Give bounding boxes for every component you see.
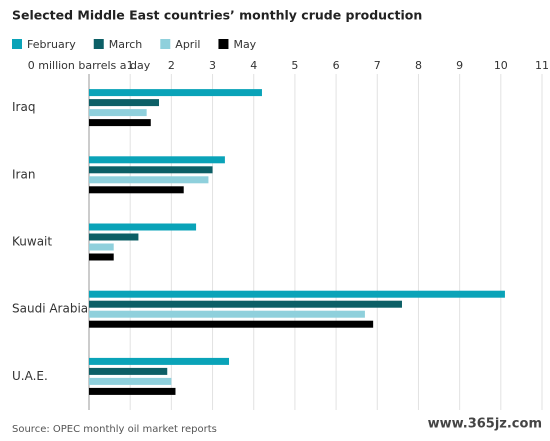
bar [89, 290, 505, 298]
bar [89, 109, 147, 117]
bar [89, 367, 168, 375]
bar [89, 377, 172, 385]
bar [89, 387, 176, 395]
x-tick-label: 10 [494, 59, 508, 72]
bar [89, 310, 365, 318]
bar [89, 99, 160, 107]
category-label: Iran [12, 167, 35, 181]
x-tick-label: 4 [250, 59, 257, 72]
bar [89, 300, 402, 308]
bar [89, 320, 374, 328]
legend-label: March [109, 38, 143, 51]
legend-label: February [27, 38, 76, 51]
category-label: Saudi Arabia [12, 302, 88, 316]
category-label: Iraq [12, 100, 35, 114]
x-tick-label: 1 [127, 59, 134, 72]
x-tick-label: 11 [535, 59, 549, 72]
x-tick-label: 8 [415, 59, 422, 72]
bar [89, 253, 114, 261]
x-tick-label: 9 [456, 59, 463, 72]
watermark: www.365jz.com [428, 417, 542, 432]
bar [89, 186, 184, 194]
bar [89, 89, 262, 97]
category-label: Kuwait [12, 235, 52, 249]
bar [89, 156, 225, 164]
legend-swatch [160, 39, 171, 49]
bar [89, 357, 230, 365]
bar [89, 166, 213, 174]
category-label: U.A.E. [12, 369, 48, 383]
chart-title: Selected Middle East countries’ monthly … [12, 8, 422, 23]
x-tick-label: 6 [333, 59, 340, 72]
legend-swatch [93, 39, 104, 49]
x-tick-label: 2 [168, 59, 175, 72]
bar [89, 233, 139, 241]
legend-label: May [233, 38, 256, 51]
legend-label: April [175, 38, 200, 51]
x-tick-label: 0 million barrels a day [28, 59, 151, 72]
x-tick-label: 5 [291, 59, 298, 72]
legend-swatch [12, 39, 22, 49]
bar [89, 243, 114, 251]
bar [89, 176, 209, 184]
x-tick-label: 7 [374, 59, 381, 72]
bar [89, 119, 151, 127]
legend-swatch [218, 39, 229, 49]
bar [89, 223, 197, 231]
source-note: Source: OPEC monthly oil market reports [12, 424, 217, 435]
x-tick-label: 3 [209, 59, 216, 72]
